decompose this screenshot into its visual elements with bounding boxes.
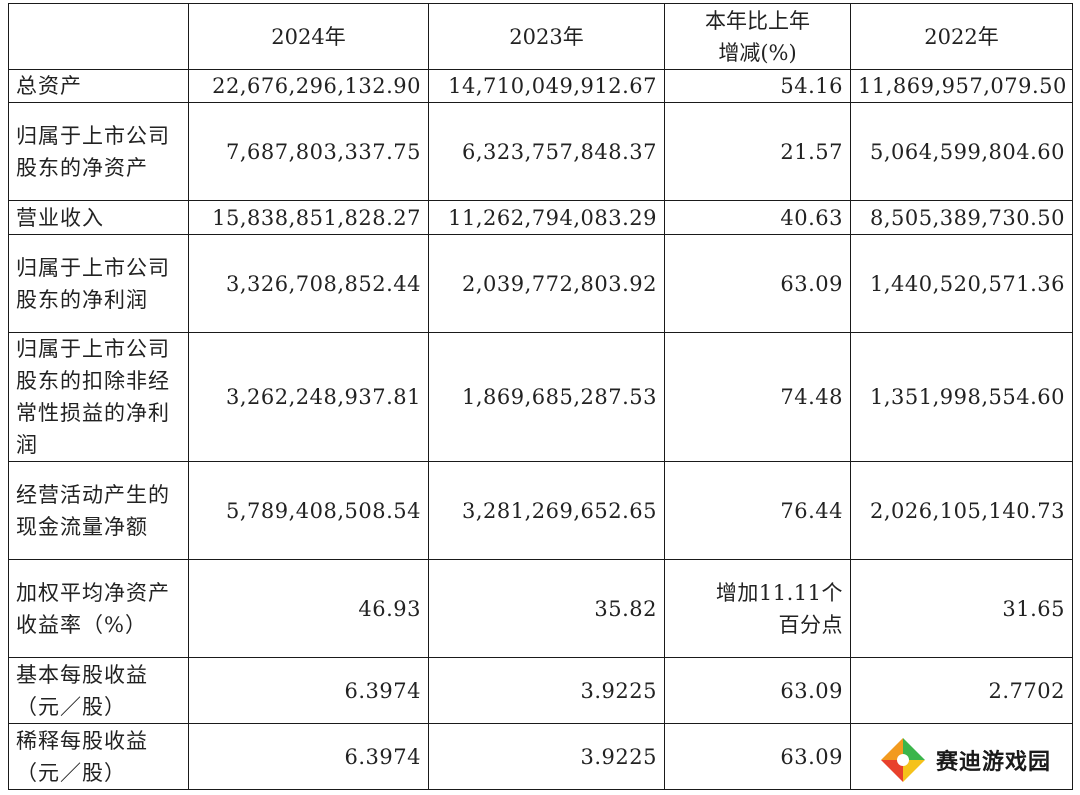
row-label: 稀释每股收益（元／股） [8,723,189,790]
site-watermark: 赛迪游戏园 [870,731,1070,789]
table-row: 经营活动产生的现金流量净额 5,789,408,508.54 3,281,269… [8,461,1073,560]
cell-2022: 8,505,389,730.50 [850,200,1073,235]
row-label: 总资产 [8,69,189,103]
cell-2023: 14,710,049,912.67 [428,69,665,103]
row-label: 营业收入 [8,200,189,235]
cell-2023: 1,869,685,287.53 [428,332,665,462]
table-row: 归属于上市公司股东的净利润 3,326,708,852.44 2,039,772… [8,234,1073,333]
cell-yoy-text: 增加11.11个 百分点 [715,580,843,637]
cell-2022: 1,440,520,571.36 [850,234,1073,333]
cell-2024: 3,262,248,937.81 [188,332,429,462]
row-label: 经营活动产生的现金流量净额 [8,461,189,560]
cell-2022: 2,026,105,140.73 [850,461,1073,560]
cell-2022: 1,351,998,554.60 [850,332,1073,462]
header-year-2022: 2022年 [850,3,1073,70]
cell-2022: 31.65 [850,559,1073,658]
cell-yoy: 54.16 [664,69,851,103]
cell-2022: 2.7702 [850,657,1073,724]
header-item-label [8,3,189,70]
cell-yoy: 63.09 [664,657,851,724]
cell-2024: 6.3974 [188,657,429,724]
table-row: 加权平均净资产收益率（%） 46.93 35.82 增加11.11个 百分点 3… [8,559,1073,658]
cell-2023: 2,039,772,803.92 [428,234,665,333]
cell-2024: 7,687,803,337.75 [188,102,429,201]
cell-2024: 15,838,851,828.27 [188,200,429,235]
row-label: 加权平均净资产收益率（%） [8,559,189,658]
row-label: 归属于上市公司股东的净利润 [8,234,189,333]
cell-2023: 6,323,757,848.37 [428,102,665,201]
cell-2024: 5,789,408,508.54 [188,461,429,560]
table-row: 总资产 22,676,296,132.90 14,710,049,912.67 … [8,69,1073,103]
watermark-text: 赛迪游戏园 [936,750,1052,775]
cell-2022: 11,869,957,079.50 [850,69,1073,103]
financial-data-table: 2024年 2023年 本年比上年 增减(%) 2022年 总资产 22,676… [8,3,1073,790]
cell-2024: 22,676,296,132.90 [188,69,429,103]
cell-yoy: 40.63 [664,200,851,235]
row-label: 归属于上市公司股东的净资产 [8,102,189,201]
header-year-2023: 2023年 [428,3,665,70]
header-yoy-change: 本年比上年 增减(%) [664,3,851,70]
table-row: 稀释每股收益（元／股） 6.3974 3.9225 63.09 [8,723,1073,790]
cell-2022: 5,064,599,804.60 [850,102,1073,201]
cell-yoy: 63.09 [664,234,851,333]
table-row: 营业收入 15,838,851,828.27 11,262,794,083.29… [8,200,1073,235]
table-row: 归属于上市公司股东的扣除非经常性损益的净利润 3,262,248,937.81 … [8,332,1073,462]
cell-2023: 35.82 [428,559,665,658]
header-year-2024: 2024年 [188,3,429,70]
table-row: 基本每股收益（元／股） 6.3974 3.9225 63.09 2.7702 [8,657,1073,724]
cell-2023: 11,262,794,083.29 [428,200,665,235]
cell-yoy: 76.44 [664,461,851,560]
header-yoy-change-text: 本年比上年 增减(%) [705,8,810,65]
cell-2024: 3,326,708,852.44 [188,234,429,333]
table-header-row: 2024年 2023年 本年比上年 增减(%) 2022年 [8,3,1073,70]
cell-2024: 46.93 [188,559,429,658]
brand-logo-icon [878,735,928,785]
cell-yoy: 74.48 [664,332,851,462]
table-row: 归属于上市公司股东的净资产 7,687,803,337.75 6,323,757… [8,102,1073,201]
cell-yoy: 63.09 [664,723,851,790]
row-label: 归属于上市公司股东的扣除非经常性损益的净利润 [8,332,189,462]
cell-2024: 6.3974 [188,723,429,790]
cell-yoy: 21.57 [664,102,851,201]
cell-yoy: 增加11.11个 百分点 [664,559,851,658]
cell-2023: 3,281,269,652.65 [428,461,665,560]
cell-2023: 3.9225 [428,657,665,724]
cell-2023: 3.9225 [428,723,665,790]
row-label: 基本每股收益（元／股） [8,657,189,724]
